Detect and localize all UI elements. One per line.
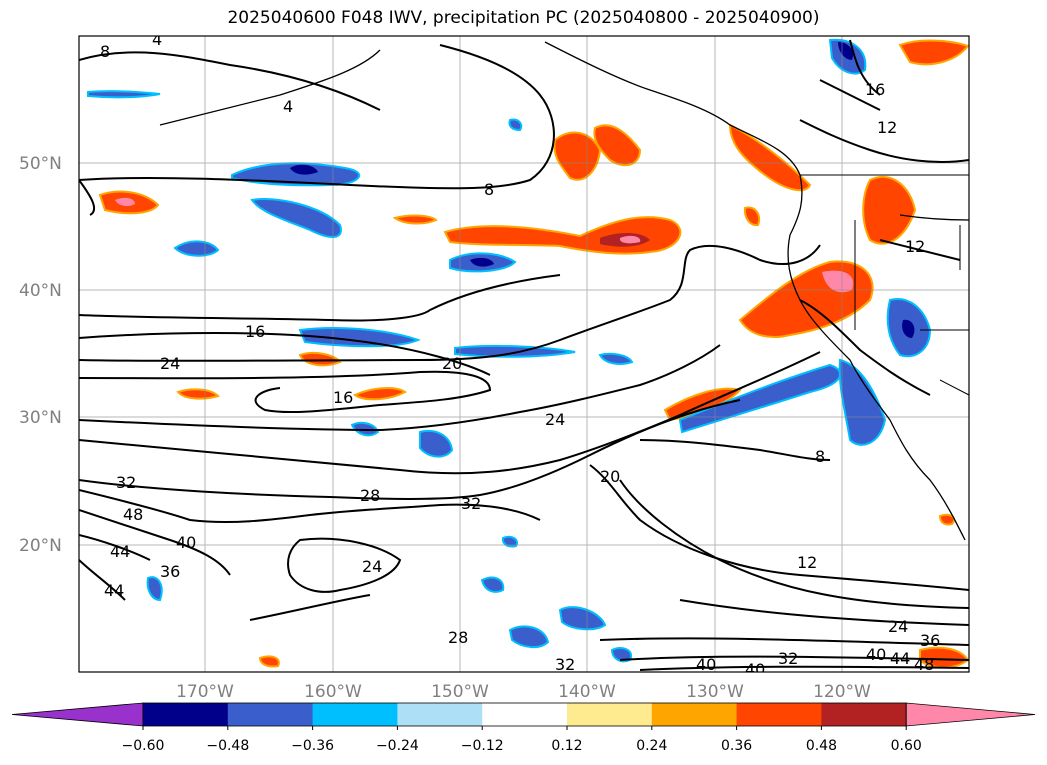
iwv-contours (79, 39, 969, 671)
contour-label: 28 (448, 628, 468, 647)
colorbar-segment (651, 703, 738, 726)
contour-label: 16 (245, 322, 265, 341)
lon-label: 150°W (431, 682, 489, 702)
contour-label: 8 (100, 42, 110, 61)
lat-label: 50°N (19, 154, 62, 174)
contour-label: 48 (914, 655, 934, 674)
contour-label: 36 (920, 631, 940, 650)
gridlines (79, 36, 969, 672)
colorbar: −0.60 −0.48 −0.36 −0.24 −0.12 0.12 0.24 0.36 0.4… (11, 702, 1036, 754)
lat-label: 30°N (19, 408, 62, 428)
colorbar-extend-min (11, 702, 144, 727)
colorbar-tick-label: 0.60 (891, 738, 922, 754)
colorbar-segment (397, 703, 483, 726)
contour-label: 40 (866, 645, 886, 664)
contour-label: 44 (110, 542, 130, 561)
contour-label: 24 (888, 617, 908, 636)
lon-label: 170°W (176, 682, 234, 702)
contour-label: 12 (797, 553, 817, 572)
lon-label: 130°W (686, 682, 744, 702)
colorbar-segment (567, 703, 653, 726)
colorbar-tick-label: 0.24 (636, 738, 667, 754)
colorbar-tick-label: 0.12 (551, 738, 582, 754)
contour-label: 28 (360, 486, 380, 505)
contour-label: 20 (600, 467, 620, 486)
contour-label: 16 (333, 388, 353, 407)
contour-label: 32 (116, 473, 136, 492)
contour-label: 32 (778, 649, 798, 668)
colorbar-border (142, 702, 907, 727)
contour-label: 32 (555, 655, 575, 674)
contour-label: 40 (176, 533, 196, 552)
contour-label: 40 (745, 660, 765, 679)
contour-label: 44 (104, 581, 124, 600)
colorbar-segment (312, 703, 398, 726)
contour-label: 20 (442, 354, 462, 373)
contour-label: 8 (815, 447, 825, 466)
colorbar-segment (227, 703, 314, 726)
lon-label: 140°W (558, 682, 616, 702)
lon-label: 160°W (304, 682, 362, 702)
contour-label: 36 (160, 562, 180, 581)
colorbar-tick-label: −0.24 (376, 738, 419, 754)
coastlines (159, 41, 969, 541)
contour-label: 32 (461, 494, 481, 513)
lat-label: 20°N (19, 536, 62, 556)
contour-label: 12 (905, 237, 925, 256)
colorbar-tick-label: −0.36 (291, 738, 334, 754)
latitude-labels: 50°N 40°N 30°N 20°N (19, 154, 62, 556)
plot-frame (78, 35, 970, 673)
contour-label: 24 (545, 410, 565, 429)
contour-labels: 8 16 24 20 16 24 32 28 32 20 12 8 8 12 1… (100, 30, 940, 679)
colorbar-tick-label: 0.36 (721, 738, 752, 754)
lon-label: 120°W (813, 682, 871, 702)
colorbar-tick-label: −0.12 (461, 738, 504, 754)
colorbar-segment (482, 703, 568, 726)
precip-anomaly-shading (87, 38, 969, 669)
colorbar-segment (736, 703, 822, 726)
contour-label: 44 (890, 649, 910, 668)
contour-label: 8 (484, 180, 494, 199)
colorbar-segment (821, 703, 907, 726)
lat-label: 40°N (19, 281, 62, 301)
colorbar-extend-max (905, 702, 1036, 727)
contour-label: 24 (160, 354, 180, 373)
colorbar-segment (143, 703, 229, 726)
longitude-labels: 170°W 160°W 150°W 140°W 130°W 120°W (176, 682, 871, 702)
contour-label: 12 (877, 118, 897, 137)
colorbar-tick-label: −0.60 (122, 738, 165, 754)
colorbar-tick-label: −0.48 (206, 738, 249, 754)
contour-label: 40 (696, 655, 716, 674)
contour-label: 4 (152, 30, 162, 49)
colorbar-tick-label: 0.48 (806, 738, 837, 754)
contour-label: 4 (283, 97, 293, 116)
contour-label: 24 (362, 557, 382, 576)
map-title: 2025040600 F048 IWV, precipitation PC (2… (227, 8, 820, 28)
contour-label: 48 (123, 505, 143, 524)
contour-label: 16 (865, 80, 885, 99)
